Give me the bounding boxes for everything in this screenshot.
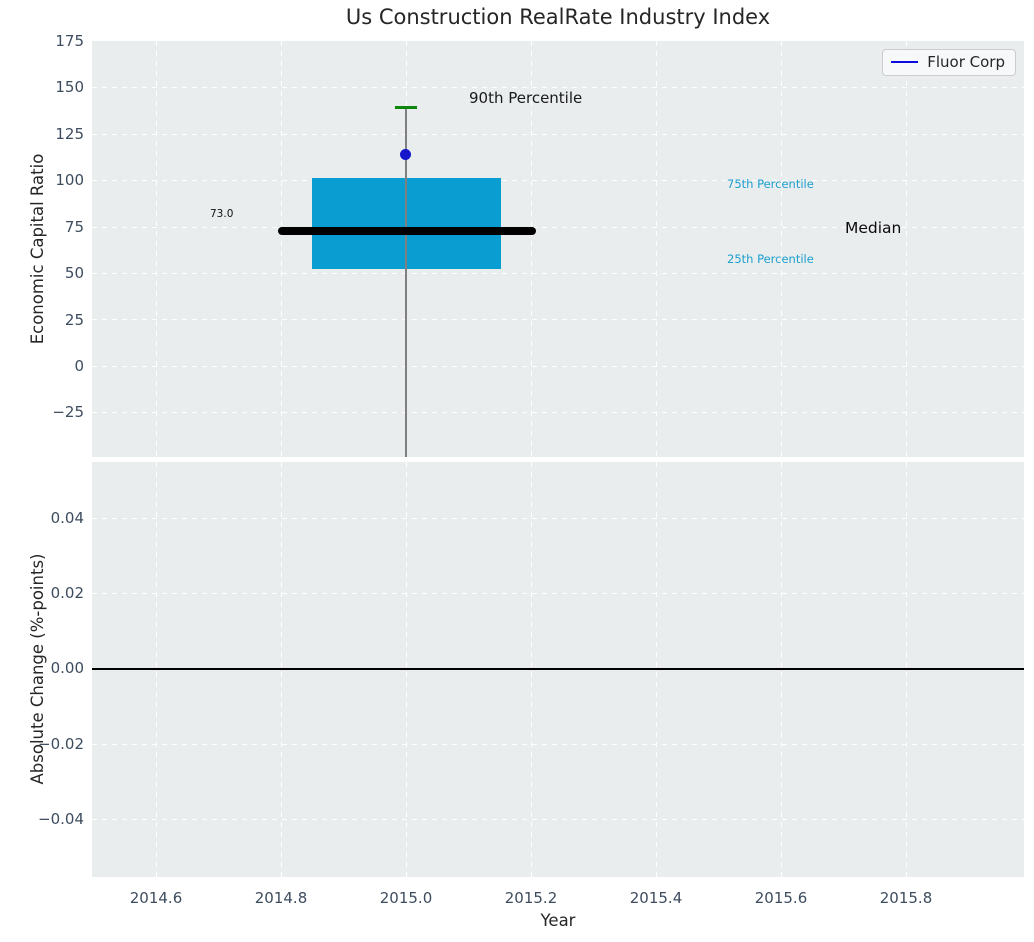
- boxplot-median-line: [278, 227, 536, 235]
- ytick-label: 125: [55, 125, 84, 143]
- bottom-axes: [92, 462, 1024, 877]
- y-axis-label-bottom: Absolute Change (%-points): [28, 553, 47, 785]
- ytick-label: −0.04: [38, 810, 84, 828]
- ytick-label: 0.04: [50, 509, 84, 527]
- fluor-corp-data-point: [400, 149, 411, 160]
- gridline: [156, 41, 158, 457]
- xtick-label: 2015.8: [879, 889, 933, 907]
- ytick-label: 0: [74, 357, 84, 375]
- xtick-label: 2014.6: [129, 889, 183, 907]
- ytick-label: 75: [64, 218, 84, 236]
- gridline: [92, 180, 1024, 182]
- gridline: [92, 227, 1024, 229]
- zero-reference-line: [92, 668, 1024, 670]
- annotation-25th-percentile: 25th Percentile: [727, 252, 814, 266]
- gridline: [281, 41, 283, 457]
- legend: Fluor Corp: [882, 49, 1016, 76]
- annotation-75th-percentile: 75th Percentile: [727, 177, 814, 191]
- xtick-label: 2015.2: [504, 889, 558, 907]
- ytick-label: 150: [55, 78, 84, 96]
- xtick-label: 2015.6: [754, 889, 808, 907]
- legend-line-swatch: [891, 60, 919, 64]
- ytick-label: 175: [55, 32, 84, 50]
- gridline: [92, 87, 1024, 89]
- chart-title: Us Construction RealRate Industry Index: [345, 5, 771, 29]
- ytick-label: −25: [52, 403, 84, 421]
- annotation-median: Median: [845, 219, 902, 237]
- ytick-label: 100: [55, 171, 84, 189]
- gridline: [92, 273, 1024, 275]
- gridline: [92, 134, 1024, 136]
- xtick-label: 2015.0: [379, 889, 433, 907]
- gridline: [781, 41, 783, 457]
- legend-label: Fluor Corp: [927, 53, 1005, 71]
- gridline: [92, 412, 1024, 414]
- ytick-label: −0.02: [38, 735, 84, 753]
- xtick-label: 2014.8: [254, 889, 308, 907]
- ytick-label: 50: [64, 264, 84, 282]
- x-axis-label: Year: [540, 911, 576, 930]
- gridline: [92, 819, 1024, 821]
- gridline: [92, 518, 1024, 520]
- ytick-label: 0.00: [50, 659, 84, 677]
- boxplot-iqr-box: [312, 178, 501, 269]
- annotation-median-value: 73.0: [210, 208, 234, 220]
- gridline: [92, 593, 1024, 595]
- y-axis-label-top: Economic Capital Ratio: [28, 153, 47, 345]
- boxplot-90th-percentile-cap: [395, 106, 417, 109]
- gridline: [92, 366, 1024, 368]
- top-axes: 90th Percentile 75th Percentile 25th Per…: [92, 41, 1024, 457]
- gridline: [656, 41, 658, 457]
- boxplot-whisker-line: [405, 107, 407, 457]
- xtick-label: 2015.4: [629, 889, 683, 907]
- ytick-label: 0.02: [50, 584, 84, 602]
- gridline: [92, 319, 1024, 321]
- gridline: [92, 744, 1024, 746]
- gridline: [906, 41, 908, 457]
- gridline: [531, 41, 533, 457]
- annotation-90th-percentile: 90th Percentile: [469, 89, 583, 107]
- ytick-label: 25: [64, 311, 84, 329]
